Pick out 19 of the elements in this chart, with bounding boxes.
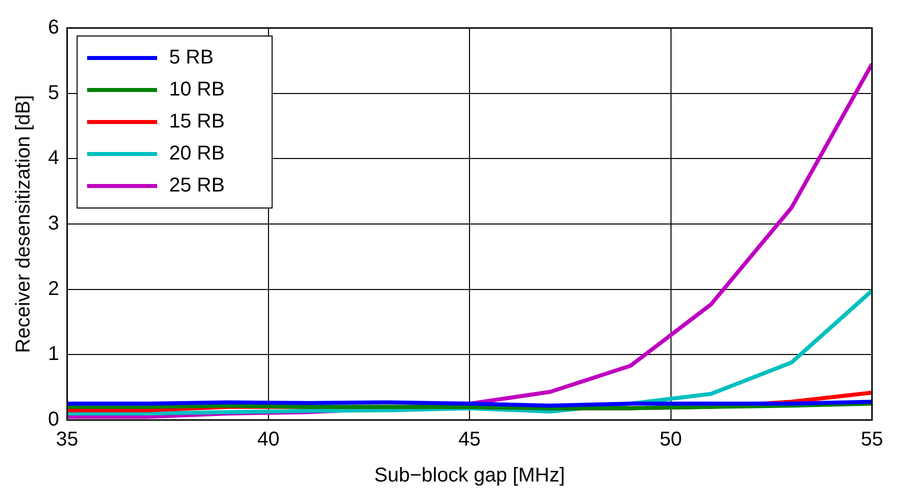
x-tick-label: 45 xyxy=(458,428,481,451)
y-tick-label: 1 xyxy=(48,343,60,366)
y-tick-label: 4 xyxy=(48,147,60,170)
x-tick-label: 40 xyxy=(257,428,280,451)
x-tick-label: 55 xyxy=(860,428,884,451)
y-tick-label: 2 xyxy=(48,278,60,300)
legend-label: 5 RB xyxy=(169,46,214,69)
y-tick-label: 5 xyxy=(48,82,60,104)
x-axis-title: Sub−block gap [MHz] xyxy=(374,464,565,487)
y-axis-title: Receiver desensitization [dB] xyxy=(12,95,35,353)
y-tick-label: 0 xyxy=(48,408,60,431)
legend-label: 15 RB xyxy=(169,110,225,133)
x-tick-label: 35 xyxy=(56,428,78,451)
y-tick-label: 6 xyxy=(48,16,60,39)
legend-label: 10 RB xyxy=(169,78,225,101)
legend-label: 20 RB xyxy=(169,142,225,165)
y-tick-label: 3 xyxy=(48,212,60,235)
legend-label: 25 RB xyxy=(169,174,225,197)
x-tick-label: 50 xyxy=(660,428,682,451)
